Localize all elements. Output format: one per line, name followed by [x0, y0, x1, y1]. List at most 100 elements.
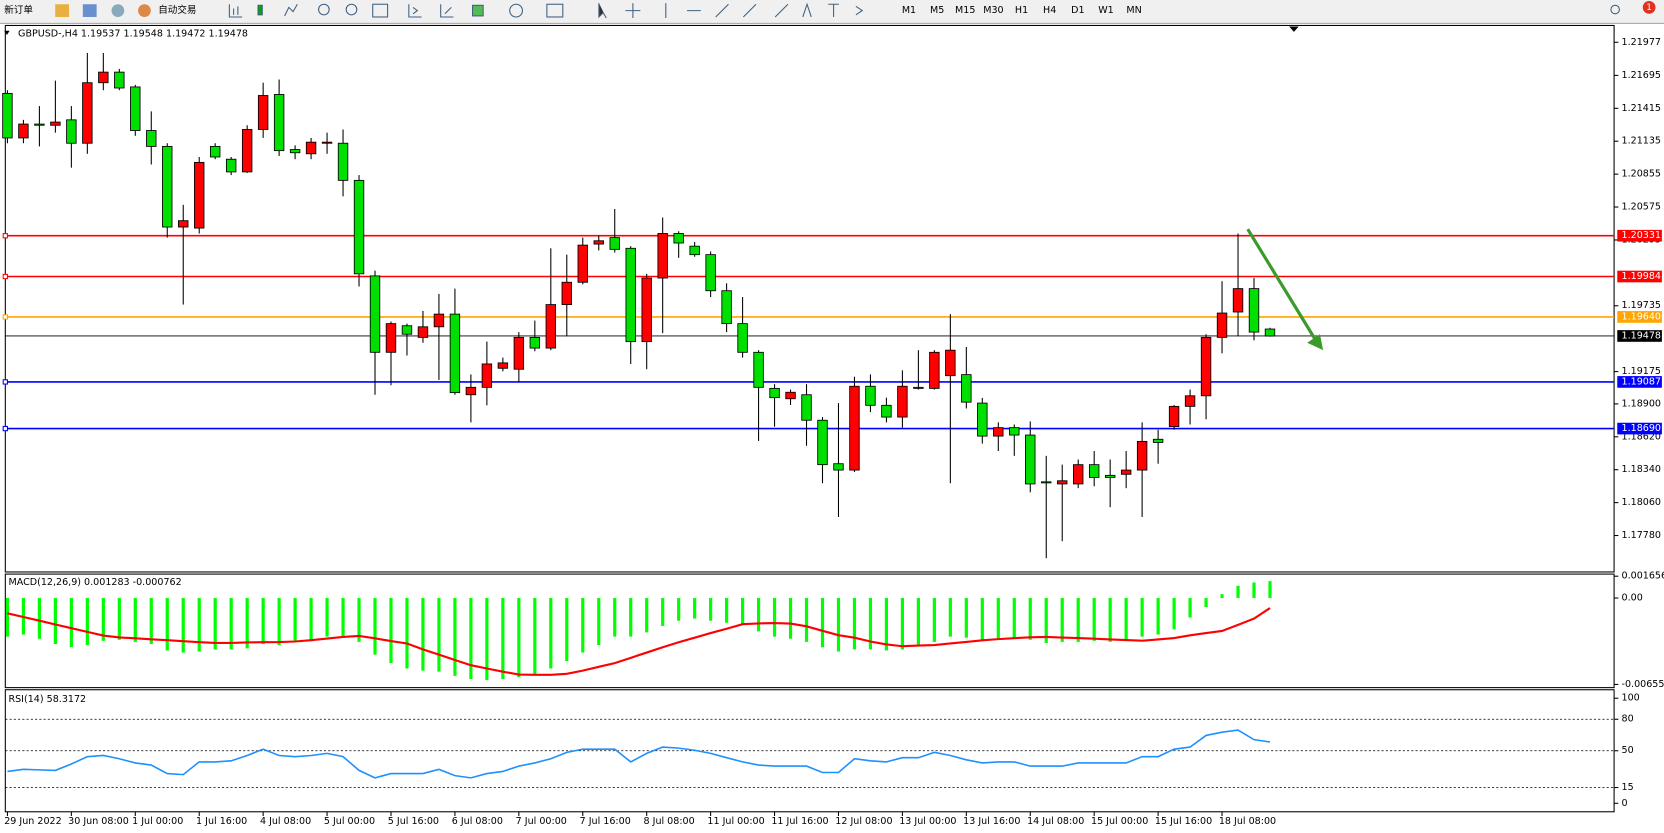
x-tick-label: 11 Jul 16:00: [771, 816, 828, 827]
candle-body: [1120, 469, 1132, 475]
y-tick-label: 80: [1622, 714, 1634, 725]
candle-body: [529, 336, 541, 349]
candle-body: [689, 245, 700, 256]
auto-trading-button[interactable]: 自动交易: [158, 4, 196, 16]
candle-body: [433, 313, 445, 328]
icon[interactable]: [509, 3, 523, 18]
candle-body: [657, 233, 668, 279]
candle-body: [673, 233, 684, 244]
icon[interactable]: [440, 4, 454, 18]
candle-body: [2, 92, 13, 139]
timeframe-button[interactable]: MN: [1126, 5, 1141, 16]
notification-count: 1: [1646, 3, 1651, 13]
candle-body: [114, 71, 125, 89]
candle-body: [945, 349, 956, 377]
candle-body: [194, 161, 205, 229]
icon[interactable]: [665, 3, 789, 19]
icon[interactable]: [625, 3, 641, 19]
x-tick-label: 29 Jun 2022: [4, 816, 61, 827]
timeframe-button[interactable]: M30: [983, 5, 1003, 16]
y-tick-label: -0.006559: [1622, 679, 1664, 690]
icon[interactable]: [82, 4, 97, 17]
candle-body: [993, 427, 1004, 437]
arrow-head: [1307, 334, 1324, 351]
icon[interactable]: [372, 3, 389, 18]
level-handle: [2, 314, 8, 320]
candle-body: [929, 351, 940, 389]
candle-body: [753, 351, 764, 388]
x-tick-label: 5 Jul 16:00: [388, 816, 439, 827]
candle-body: [705, 254, 716, 292]
series-line: [7, 729, 1271, 779]
search-icon[interactable]: [1610, 4, 1620, 15]
y-tick-label: 0.001656: [1622, 571, 1664, 582]
level-handle: [2, 425, 8, 432]
candle-body: [130, 86, 141, 131]
icon[interactable]: [546, 3, 564, 18]
timeframe-button[interactable]: M1: [902, 5, 916, 16]
candle-body: [785, 391, 796, 400]
candle-body: [209, 145, 221, 158]
candle-body: [465, 386, 477, 396]
notification-badge[interactable]: [1642, 1, 1656, 14]
icon[interactable]: [408, 4, 422, 18]
timeframe-button[interactable]: H1: [1015, 5, 1028, 16]
level-label: 1.19087: [1622, 376, 1661, 387]
candle-body: [1264, 328, 1276, 337]
y-tick-label: 100: [1622, 693, 1640, 704]
icon[interactable]: [345, 3, 358, 16]
x-tick-label: 5 Jul 00:00: [324, 816, 375, 827]
timeframe-button[interactable]: D1: [1071, 5, 1084, 16]
icon[interactable]: [228, 4, 243, 18]
candle-body: [1057, 480, 1068, 485]
candle-body: [273, 94, 285, 152]
icon[interactable]: [472, 4, 484, 17]
annotation-arrow: [1246, 228, 1324, 351]
candle-body: [545, 304, 557, 349]
x-tick-label: 6 Jul 08:00: [452, 816, 503, 827]
icon[interactable]: [284, 3, 298, 17]
candle-body: [1025, 434, 1036, 485]
icon[interactable]: [257, 4, 263, 16]
icon[interactable]: [111, 4, 125, 17]
level-label: 1.19640: [1622, 311, 1661, 322]
candle-body: [913, 386, 924, 389]
candle-body: [417, 326, 429, 338]
y-tick-label: 1.18060: [1622, 497, 1661, 508]
plot-layer: 1.21977 1.21695 1.21415 1.21135 1.20855 1.205…: [2, 37, 1664, 809]
level-label: 1.20331: [1622, 230, 1661, 241]
candle-body: [289, 149, 301, 154]
candle-body: [1009, 427, 1020, 436]
level-label: 1.18690: [1622, 423, 1661, 434]
candle-body: [385, 323, 397, 353]
x-tick-label: 15 Jul 00:00: [1091, 816, 1148, 827]
level-label-box: [1617, 422, 1662, 435]
level-label-box: [1617, 376, 1662, 388]
candle-body: [849, 385, 860, 471]
candle-body: [1232, 288, 1244, 313]
y-tick-label: 1.20575: [1622, 202, 1661, 213]
timeframe-button[interactable]: M15: [955, 5, 975, 16]
chart-title: GBPUSD-,H4 1.19537 1.19548 1.19472 1.194…: [18, 28, 248, 39]
y-tick-label: 50: [1622, 745, 1634, 756]
timeframe-button[interactable]: W1: [1098, 5, 1114, 16]
icon[interactable]: [138, 4, 151, 17]
x-tick-label: 18 Jul 08:00: [1219, 816, 1276, 827]
y-tick-label: 1.20855: [1622, 169, 1661, 180]
y-tick-label: 0: [1622, 798, 1628, 809]
icon[interactable]: [318, 3, 330, 16]
icon[interactable]: [598, 3, 607, 19]
new-order-button[interactable]: 新订单: [4, 4, 33, 16]
candle-body: [305, 141, 317, 155]
y-tick-label: 1.17780: [1622, 530, 1661, 541]
timeframe-button[interactable]: H4: [1043, 5, 1056, 16]
candle-body: [609, 237, 620, 250]
icon[interactable]: [55, 4, 70, 17]
icon[interactable]: [802, 2, 864, 18]
candle-body: [881, 404, 892, 418]
y-tick-label: 0.00: [1622, 593, 1643, 604]
y-tick-label: 1.18620: [1622, 431, 1661, 442]
x-tick-label: 7 Jul 00:00: [516, 816, 567, 827]
timeframe-button[interactable]: M5: [930, 5, 944, 16]
